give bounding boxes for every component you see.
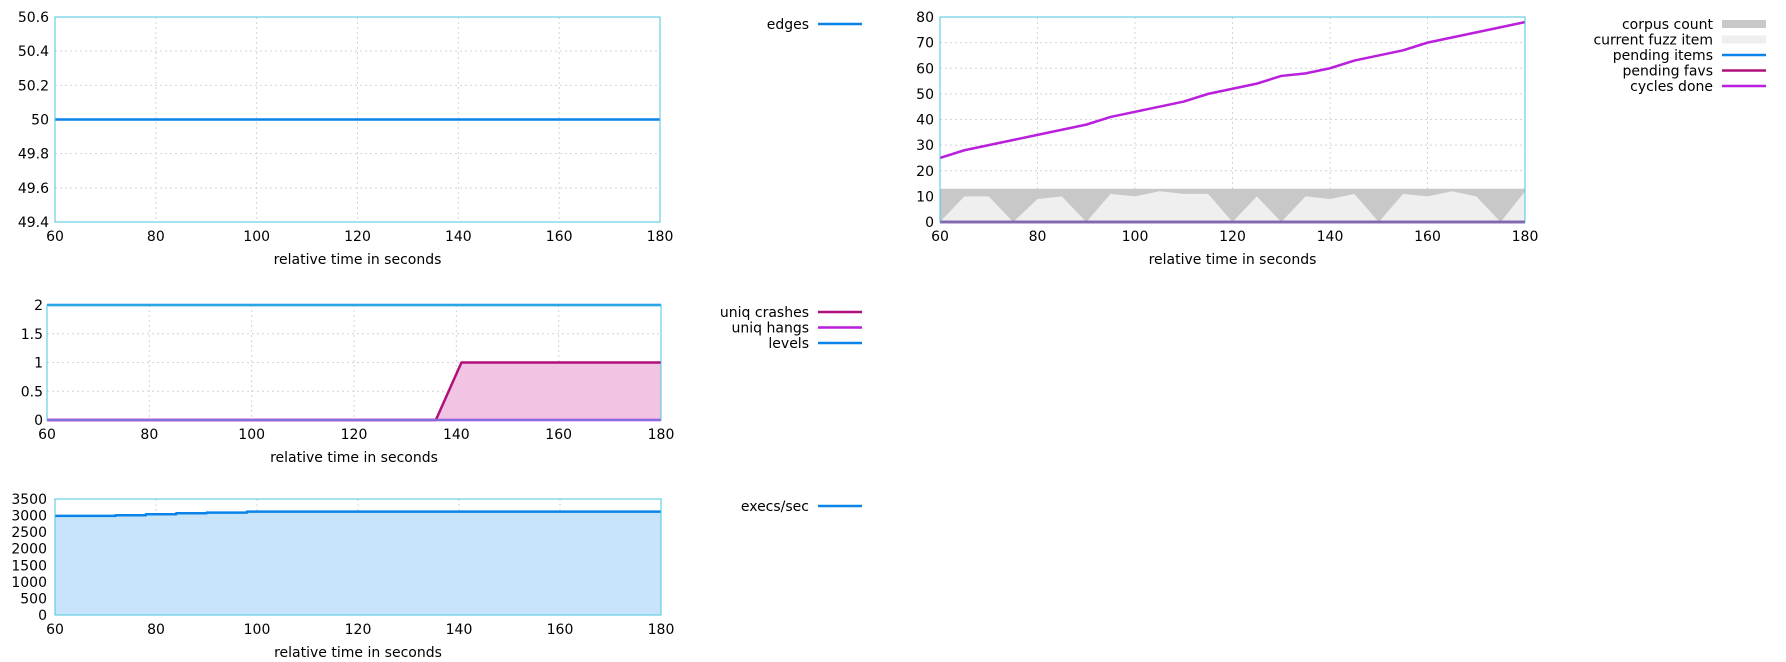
- x-tick-label: 120: [344, 229, 371, 245]
- legend-label: pending items: [1613, 48, 1713, 64]
- x-tick-label: 180: [647, 229, 674, 245]
- series-area-0: [55, 511, 661, 615]
- x-tick-label: 60: [38, 427, 56, 443]
- y-tick-label: 0: [925, 215, 934, 231]
- legend-label: cycles done: [1630, 79, 1713, 95]
- x-tick-label: 180: [648, 622, 675, 638]
- x-tick-label: 160: [545, 427, 572, 443]
- y-tick-label: 500: [20, 591, 47, 607]
- x-tick-label: 180: [1512, 229, 1539, 245]
- x-tick-label: 120: [1219, 229, 1246, 245]
- legend-label: edges: [767, 17, 809, 33]
- y-tick-label: 1: [34, 356, 43, 372]
- x-axis-label: relative time in seconds: [274, 645, 442, 661]
- y-tick-label: 0.5: [21, 384, 43, 400]
- x-tick-label: 140: [445, 229, 472, 245]
- legend-label: uniq crashes: [720, 305, 809, 321]
- legend-label: corpus count: [1622, 17, 1714, 33]
- y-tick-label: 50: [31, 113, 49, 129]
- x-tick-label: 120: [345, 622, 372, 638]
- legend-label: execs/sec: [741, 499, 809, 515]
- x-tick-label: 100: [243, 229, 270, 245]
- edges-chart: 50.6 50.4 50.2 50 49.8 49.6 49.460 80 100 120 140 1…: [18, 10, 862, 268]
- y-tick-label: 50.2: [18, 78, 49, 94]
- y-tick-label: 2500: [11, 525, 47, 541]
- x-tick-label: 60: [46, 622, 64, 638]
- x-tick-label: 80: [1029, 229, 1047, 245]
- y-tick-label: 0: [38, 608, 47, 624]
- x-tick-label: 100: [1122, 229, 1149, 245]
- x-tick-label: 80: [147, 229, 165, 245]
- y-tick-label: 30: [916, 138, 934, 154]
- x-axis-label: relative time in seconds: [1149, 252, 1317, 268]
- x-tick-label: 160: [546, 229, 573, 245]
- y-tick-label: 2: [34, 298, 43, 314]
- x-tick-label: 120: [341, 427, 368, 443]
- y-tick-label: 3500: [11, 492, 47, 508]
- y-tick-label: 50.4: [18, 44, 49, 60]
- legend-swatch: [1722, 35, 1766, 44]
- legend-label: uniq hangs: [732, 321, 809, 337]
- y-tick-label: 0: [34, 413, 43, 429]
- series-area-0: [47, 362, 661, 420]
- crashes-chart: 2 1.5 1 0.5 060 80 100 120 140 160 180 relative tim…: [21, 298, 862, 466]
- plot-frame: [54, 16, 661, 223]
- legend-label: pending favs: [1623, 64, 1713, 80]
- plot-frame: [54, 498, 662, 616]
- y-tick-label: 1500: [11, 558, 47, 574]
- legend-swatch: [1722, 20, 1766, 28]
- y-tick-label: 49.6: [18, 181, 49, 197]
- x-axis-label: relative time in seconds: [270, 450, 438, 466]
- x-tick-label: 80: [140, 427, 158, 443]
- x-tick-label: 140: [1317, 229, 1344, 245]
- series-line-4: [939, 20, 1526, 160]
- y-tick-label: 10: [916, 189, 934, 205]
- y-tick-label: 49.4: [18, 215, 49, 231]
- legend-label: levels: [768, 336, 809, 352]
- legend-label: current fuzz item: [1593, 33, 1713, 49]
- y-tick-label: 2000: [11, 542, 47, 558]
- y-tick-label: 3000: [11, 509, 47, 525]
- y-tick-label: 49.8: [18, 147, 49, 163]
- x-tick-label: 140: [443, 427, 470, 443]
- x-tick-label: 140: [446, 622, 473, 638]
- y-tick-label: 20: [916, 164, 934, 180]
- y-tick-label: 50.6: [18, 10, 49, 26]
- y-tick-label: 80: [916, 10, 934, 26]
- y-tick-label: 1000: [11, 575, 47, 591]
- x-tick-label: 160: [1414, 229, 1441, 245]
- x-tick-label: 180: [648, 427, 675, 443]
- y-tick-label: 70: [916, 36, 934, 52]
- y-tick-label: 50: [916, 87, 934, 103]
- x-tick-label: 60: [931, 229, 949, 245]
- plot-frame: [939, 16, 1526, 223]
- y-tick-label: 1.5: [21, 327, 43, 343]
- series-area-0: [940, 188, 1525, 222]
- y-tick-label: 40: [916, 113, 934, 129]
- series-area-1: [940, 191, 1525, 222]
- series-line-0: [55, 510, 661, 518]
- plot-frame: [46, 304, 662, 421]
- x-axis-label: relative time in seconds: [274, 252, 442, 268]
- x-tick-label: 80: [147, 622, 165, 638]
- y-tick-label: 60: [916, 61, 934, 77]
- x-tick-label: 160: [547, 622, 574, 638]
- x-tick-label: 60: [46, 229, 64, 245]
- x-tick-label: 100: [238, 427, 265, 443]
- x-tick-label: 100: [244, 622, 271, 638]
